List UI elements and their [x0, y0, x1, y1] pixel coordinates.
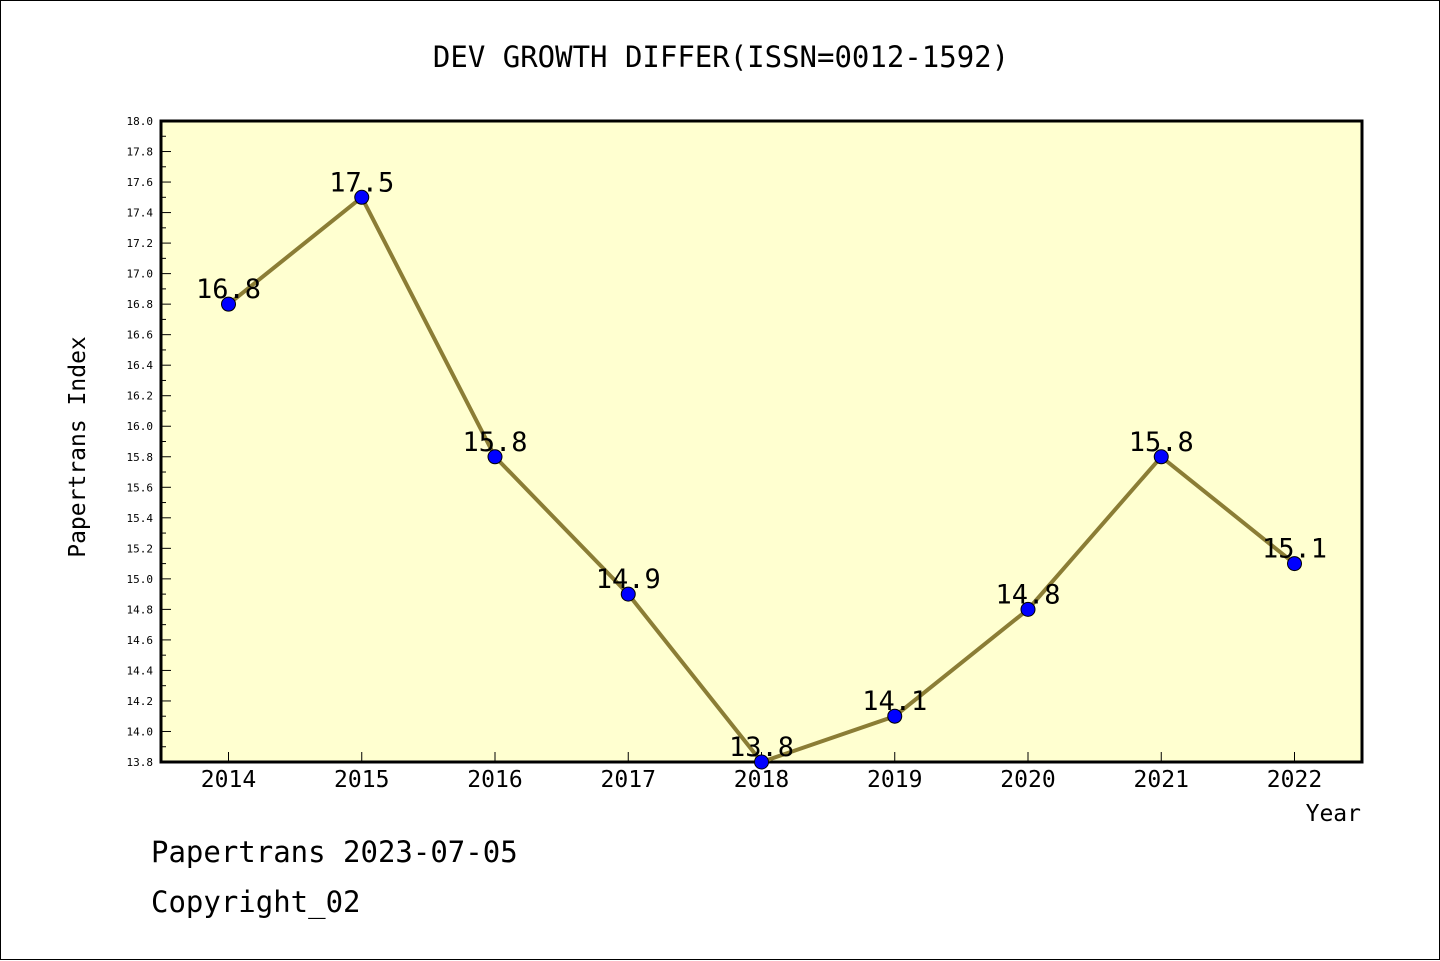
x-tick-label: 2018 [734, 767, 789, 793]
y-tick-label: 14.0 [127, 725, 154, 738]
y-tick-label: 14.2 [127, 695, 154, 708]
data-point [754, 754, 769, 770]
y-tick-label: 14.6 [127, 634, 154, 647]
series-group: 16.8 17.5 15.8 14.9 13.8 14.1 14.8 15.8 15.1 [196, 167, 1327, 770]
x-tick-label: 2016 [467, 767, 522, 793]
data-label: 17.5 [329, 167, 394, 198]
y-tick-label: 15.4 [127, 512, 154, 525]
y-tick-label: 16.4 [127, 359, 154, 372]
x-tick-label: 2017 [601, 767, 656, 793]
y-tick-label: 18.0 [127, 115, 154, 128]
x-tick-label: 2021 [1134, 767, 1189, 793]
y-tick-label: 17.8 [127, 146, 154, 159]
x-tick-label: 2015 [334, 767, 389, 793]
y-tick-label: 14.8 [127, 603, 154, 616]
data-point [221, 296, 236, 312]
data-point [1153, 449, 1169, 465]
y-tick-label: 16.8 [127, 298, 154, 311]
data-label: 14.8 [995, 579, 1060, 610]
y-tick-label: 15.2 [127, 542, 154, 555]
x-tick-label: 2014 [201, 767, 256, 793]
data-point [620, 586, 636, 602]
data-point [1020, 601, 1036, 617]
y-tick-label: 14.4 [127, 664, 154, 677]
x-axis-label: Year [1306, 801, 1361, 827]
y-tick-label: 13.8 [127, 756, 154, 769]
y-axis-label: Papertrans Index [65, 336, 91, 558]
data-point [887, 708, 903, 724]
footer-copyright-text: Copyright_02 [151, 885, 361, 919]
y-tick-label: 17.0 [127, 268, 154, 281]
y-tick-label: 17.2 [127, 237, 154, 250]
chart-title: DEV GROWTH DIFFER(ISSN=0012-1592) [433, 40, 1009, 74]
y-tick-label: 17.4 [127, 207, 154, 220]
data-label: 13.8 [729, 732, 794, 763]
plot-area [159, 119, 1364, 764]
y-tick-label: 16.0 [127, 420, 154, 433]
x-tick-label: 2020 [1000, 767, 1055, 793]
y-tick-label: 16.6 [127, 329, 154, 342]
x-tick-label: 2022 [1267, 767, 1322, 793]
y-tick-label: 17.6 [127, 176, 154, 189]
data-point [487, 449, 503, 465]
y-axis: 13.8 14.0 14.2 14.4 14.6 14.8 15.0 15.2 15.4 15.6… [127, 115, 171, 769]
data-label: 15.8 [462, 427, 527, 458]
x-axis: 2014 2015 2016 2017 2018 2019 2020 2021 2022 [201, 752, 1322, 793]
data-label: 15.8 [1129, 427, 1194, 458]
y-tick-label: 15.8 [127, 451, 154, 464]
y-tick-label: 15.6 [127, 481, 154, 494]
data-point [354, 189, 370, 205]
y-tick-label: 16.2 [127, 390, 154, 403]
footer-date-text: Papertrans 2023-07-05 [151, 835, 518, 869]
data-label: 14.9 [596, 564, 661, 595]
data-label: 15.1 [1262, 534, 1327, 565]
y-tick-label: 15.0 [127, 573, 154, 586]
data-label: 16.8 [196, 274, 261, 305]
data-label: 14.1 [862, 686, 927, 717]
x-tick-label: 2019 [867, 767, 922, 793]
data-point [1287, 556, 1302, 572]
